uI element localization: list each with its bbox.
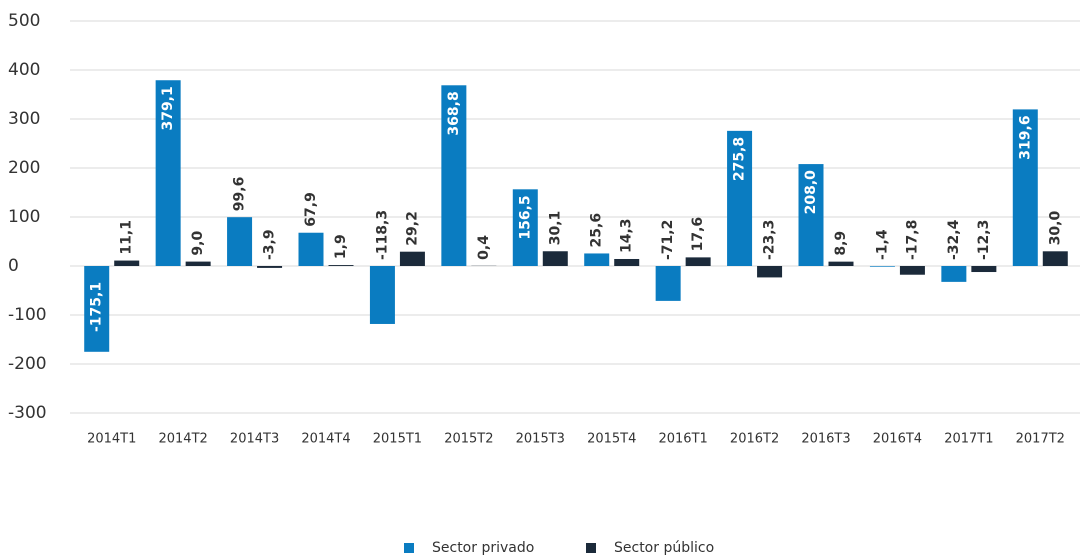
x-tick-label: 2014T2 xyxy=(158,432,207,447)
bar xyxy=(727,130,753,266)
x-tick-label: 2016T3 xyxy=(801,432,850,447)
bar xyxy=(828,261,854,266)
bar xyxy=(155,80,181,266)
data-label: 156,5 xyxy=(517,195,533,239)
data-label: 9,0 xyxy=(190,231,206,256)
bar xyxy=(1012,109,1038,266)
bar xyxy=(757,266,783,278)
bar xyxy=(298,232,324,266)
data-label: 14,3 xyxy=(619,218,635,253)
bar xyxy=(869,266,895,267)
data-label: 30,0 xyxy=(1047,210,1063,245)
x-tick-label: 2017T1 xyxy=(944,432,993,447)
data-label: 30,1 xyxy=(547,211,563,246)
bar xyxy=(257,266,283,268)
bar xyxy=(899,266,925,275)
data-label: -175,1 xyxy=(89,282,105,332)
bar xyxy=(369,266,395,324)
data-label: 25,6 xyxy=(589,213,605,248)
data-label: 0,4 xyxy=(476,235,492,260)
bar xyxy=(512,189,538,266)
bar xyxy=(328,265,354,266)
y-tick-label: -100 xyxy=(8,305,47,325)
data-label: 379,1 xyxy=(160,86,176,130)
x-tick-label: 2016T4 xyxy=(873,432,922,447)
x-tick-label: 2014T3 xyxy=(230,432,279,447)
x-tick-label: 2015T4 xyxy=(587,432,636,447)
data-label: -23,3 xyxy=(762,220,778,260)
y-tick-label: 400 xyxy=(8,60,40,80)
data-label: -118,3 xyxy=(374,210,390,260)
x-tick-label: 2014T1 xyxy=(87,432,136,447)
data-label: 99,6 xyxy=(232,177,248,212)
bar xyxy=(798,164,824,266)
data-label: -71,2 xyxy=(660,220,676,260)
y-tick-label: 500 xyxy=(8,11,40,31)
bar xyxy=(685,257,711,266)
bar xyxy=(971,266,997,273)
y-tick-label: 0 xyxy=(8,256,19,276)
x-tick-label: 2017T2 xyxy=(1016,432,1065,447)
data-label: 1,9 xyxy=(333,234,349,259)
bar xyxy=(584,253,610,266)
bar xyxy=(614,258,640,266)
x-tick-label: 2016T1 xyxy=(658,432,707,447)
bar xyxy=(84,266,110,352)
bar xyxy=(399,251,425,266)
bar xyxy=(655,266,681,301)
data-label: -1,4 xyxy=(874,229,890,260)
legend-swatch xyxy=(404,543,414,553)
data-label: 368,8 xyxy=(446,91,462,135)
legend-swatch xyxy=(586,543,596,553)
bar xyxy=(441,85,467,267)
y-tick-label: 300 xyxy=(8,109,40,129)
data-label: 319,6 xyxy=(1017,115,1033,159)
bar xyxy=(941,266,967,282)
bar xyxy=(114,260,140,266)
data-label: 11,1 xyxy=(119,220,135,255)
x-tick-label: 2015T3 xyxy=(516,432,565,447)
data-label: 17,6 xyxy=(690,217,706,252)
legend-label: Sector privado xyxy=(432,540,534,556)
x-tick-label: 2015T1 xyxy=(373,432,422,447)
data-label: 208,0 xyxy=(803,170,819,215)
x-tick-label: 2014T4 xyxy=(301,432,350,447)
data-label: -3,9 xyxy=(262,229,278,260)
bar xyxy=(542,251,568,266)
x-tick-label: 2015T2 xyxy=(444,432,493,447)
y-tick-label: -300 xyxy=(8,403,47,423)
y-tick-label: -200 xyxy=(8,354,47,374)
data-label: -32,4 xyxy=(946,219,962,260)
bar xyxy=(1042,251,1068,266)
data-label: 8,9 xyxy=(833,231,849,256)
data-label: 275,8 xyxy=(732,137,748,181)
legend-label: Sector público xyxy=(614,540,714,556)
bar xyxy=(227,217,253,266)
bar xyxy=(185,261,211,266)
data-label: 29,2 xyxy=(404,211,420,246)
data-label: -17,8 xyxy=(904,220,920,260)
y-tick-label: 100 xyxy=(8,207,40,227)
data-label: 67,9 xyxy=(303,192,319,227)
data-label: -12,3 xyxy=(976,220,992,260)
x-tick-label: 2016T2 xyxy=(730,432,779,447)
y-tick-label: 200 xyxy=(8,158,40,178)
